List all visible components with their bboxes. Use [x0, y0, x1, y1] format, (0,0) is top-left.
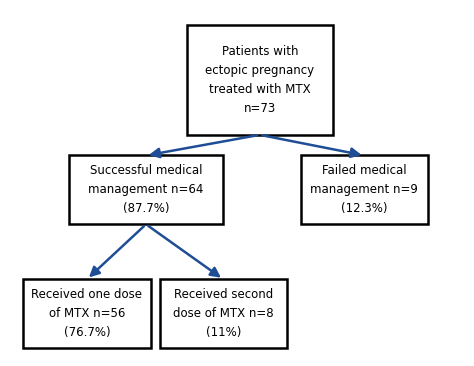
FancyBboxPatch shape: [23, 279, 151, 348]
Text: Successful medical
management n=64
(87.7%): Successful medical management n=64 (87.7…: [88, 164, 204, 215]
FancyBboxPatch shape: [160, 279, 287, 348]
FancyBboxPatch shape: [301, 156, 428, 224]
Text: Received one dose
of MTX n=56
(76.7%): Received one dose of MTX n=56 (76.7%): [31, 288, 142, 339]
FancyBboxPatch shape: [187, 25, 333, 135]
FancyBboxPatch shape: [69, 156, 223, 224]
Text: Patients with
ectopic pregnancy
treated with MTX
n=73: Patients with ectopic pregnancy treated …: [205, 45, 314, 115]
Text: Received second
dose of MTX n=8
(11%): Received second dose of MTX n=8 (11%): [173, 288, 273, 339]
Text: Failed medical
management n=9
(12.3%): Failed medical management n=9 (12.3%): [310, 164, 419, 215]
